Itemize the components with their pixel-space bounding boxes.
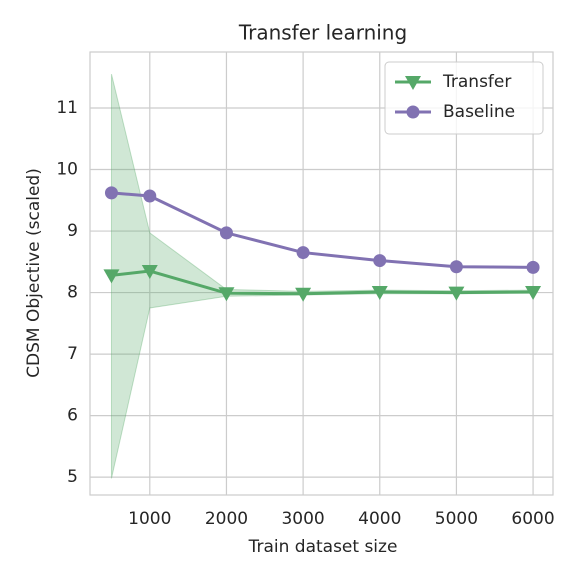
y-tick-label: 8 bbox=[67, 283, 78, 303]
x-tick-label: 6000 bbox=[511, 509, 554, 529]
x-tick-label: 1000 bbox=[128, 509, 171, 529]
x-tick-label: 2000 bbox=[205, 509, 248, 529]
marker bbox=[526, 260, 540, 274]
y-axis-label: CDSM Objective (scaled) bbox=[24, 168, 44, 378]
legend-marker bbox=[405, 76, 421, 90]
y-tick-label: 9 bbox=[67, 221, 78, 241]
marker bbox=[141, 265, 158, 280]
marker bbox=[448, 286, 465, 301]
marker bbox=[373, 254, 387, 268]
plot-frame bbox=[89, 51, 554, 496]
error-band bbox=[110, 74, 534, 479]
marker bbox=[525, 285, 542, 300]
marker bbox=[295, 287, 312, 302]
y-tick-label: 7 bbox=[67, 344, 78, 364]
x-tick-label: 3000 bbox=[281, 509, 324, 529]
legend-marker bbox=[406, 105, 420, 119]
marker bbox=[218, 287, 235, 302]
x-axis-label: Train dataset size bbox=[248, 537, 398, 557]
legend-frame bbox=[384, 61, 544, 135]
marker bbox=[371, 285, 388, 300]
y-tick-label: 10 bbox=[56, 160, 78, 180]
marker bbox=[449, 260, 463, 274]
chart-title: Transfer learning bbox=[238, 21, 407, 45]
legend-label: Baseline bbox=[443, 102, 515, 122]
marker bbox=[143, 189, 157, 203]
marker bbox=[219, 226, 233, 240]
x-tick-label: 4000 bbox=[358, 509, 401, 529]
legend-label: Transfer bbox=[442, 72, 511, 92]
marker bbox=[104, 186, 118, 200]
y-tick-label: 6 bbox=[67, 406, 78, 426]
x-tick-label: 5000 bbox=[435, 509, 478, 529]
y-tick-label: 5 bbox=[67, 467, 78, 487]
marker bbox=[296, 246, 310, 260]
marker bbox=[103, 269, 120, 284]
y-tick-label: 11 bbox=[56, 98, 78, 118]
